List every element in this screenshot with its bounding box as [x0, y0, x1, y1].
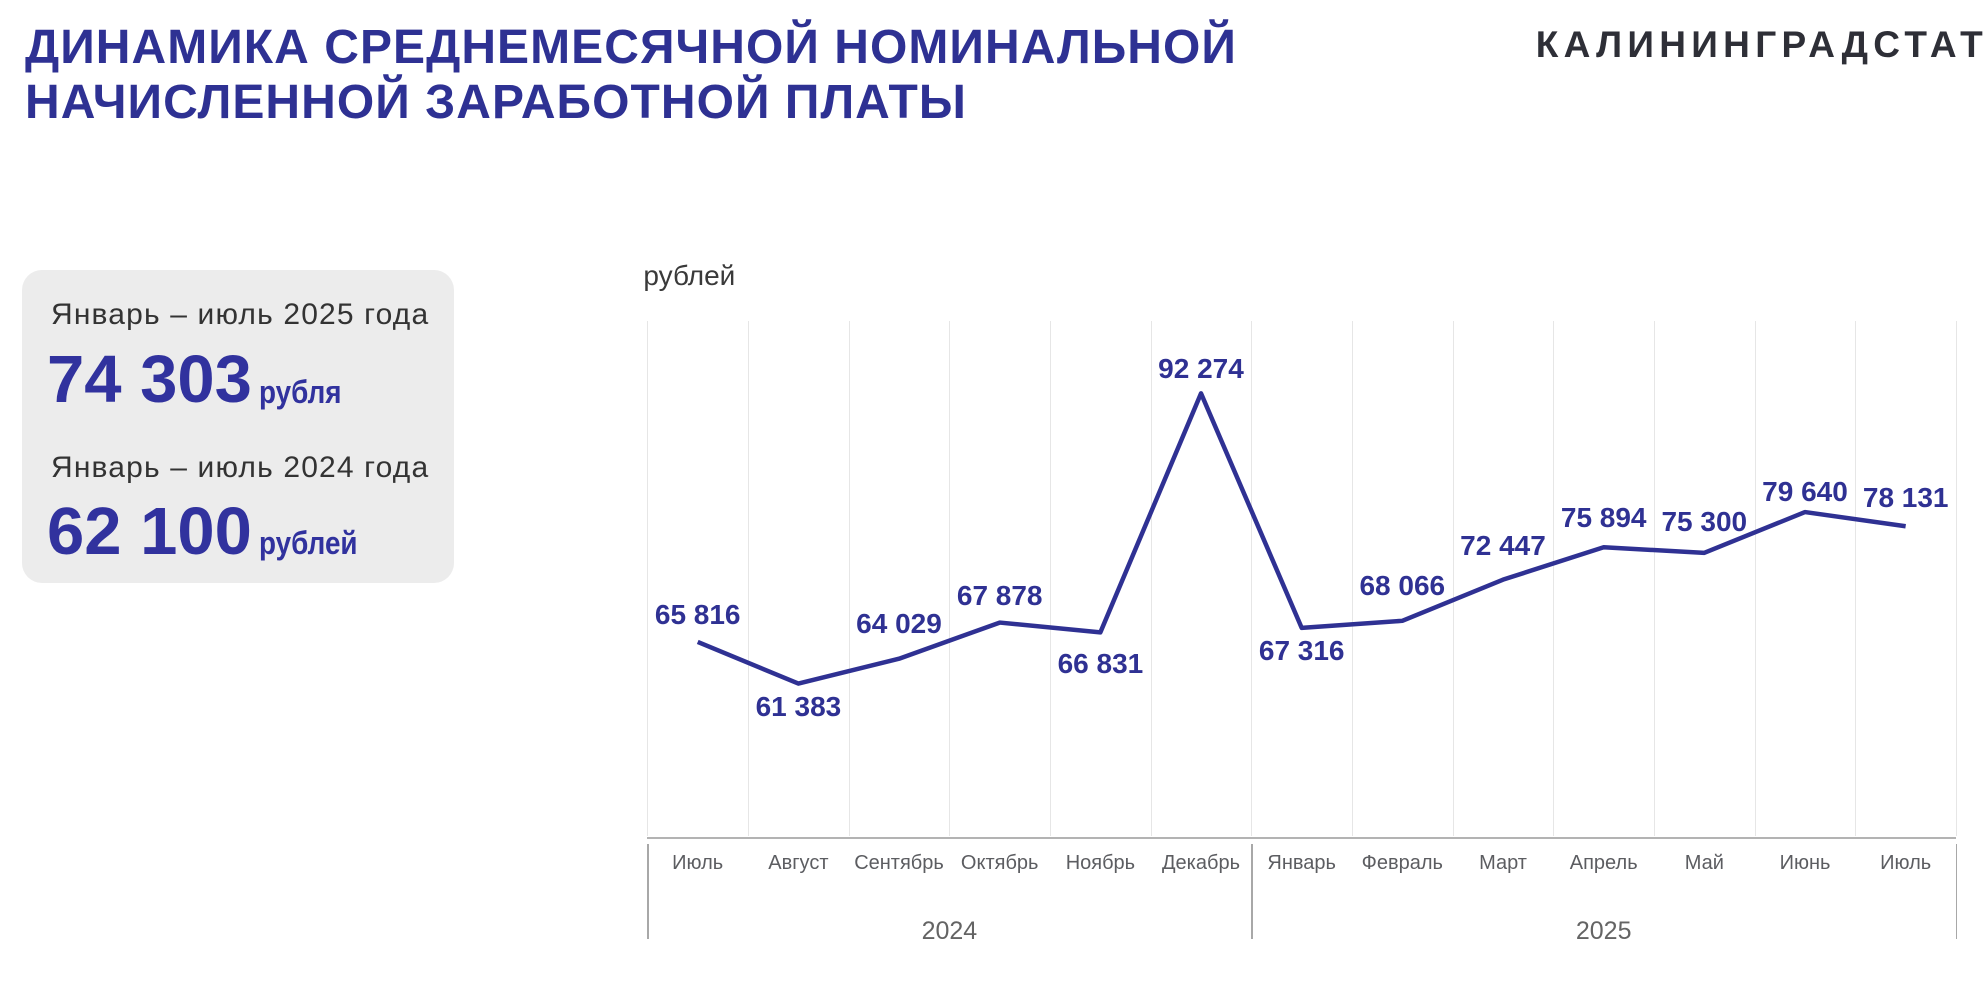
- period-2024-unit: рублей: [258, 525, 358, 562]
- data-point-label: 67 316: [1258, 634, 1345, 666]
- summary-card: [22, 270, 454, 583]
- y-axis-unit-label: рублей: [643, 260, 736, 292]
- gridline: [949, 320, 951, 837]
- gridline: [1553, 320, 1555, 837]
- month-label: Декабрь: [1162, 851, 1240, 874]
- gridline: [1150, 320, 1152, 837]
- data-point-label: 78 131: [1862, 482, 1949, 514]
- year-label: 2025: [1575, 916, 1632, 945]
- gridline: [1956, 320, 1957, 837]
- page-title-line1: ДИНАМИКА СРЕДНЕМЕСЯЧНОЙ НОМИНАЛЬНОЙ: [25, 21, 1237, 74]
- gridline: [848, 320, 850, 837]
- data-point-label: 64 029: [856, 607, 942, 639]
- gridline: [647, 320, 649, 837]
- data-point-label: 68 066: [1359, 569, 1446, 601]
- year-separator: [647, 843, 649, 939]
- month-label: Ноябрь: [1065, 851, 1136, 874]
- year-separator: [1956, 843, 1958, 939]
- gridline: [1050, 320, 1051, 837]
- month-label: Июнь: [1779, 851, 1831, 874]
- kaliningradstat-logo: КАЛИНИНГРАДСТАТ: [1535, 24, 1984, 65]
- data-point-label: 75 300: [1661, 506, 1748, 538]
- month-label: Март: [1479, 851, 1527, 874]
- month-label: Апрель: [1569, 851, 1638, 874]
- month-label: Январь: [1267, 851, 1336, 874]
- year-label: 2024: [921, 916, 978, 945]
- data-point-label: 65 816: [654, 599, 741, 631]
- gridline: [1452, 320, 1454, 837]
- data-point-label: 75 894: [1560, 502, 1647, 533]
- gridline: [1855, 320, 1857, 837]
- gridline: [1654, 320, 1655, 837]
- data-point-label: 66 831: [1057, 647, 1144, 679]
- year-separator: [1251, 843, 1253, 939]
- month-label: Июль: [1880, 851, 1932, 874]
- data-point-label: 79 640: [1762, 476, 1848, 508]
- gridline: [1754, 320, 1756, 837]
- data-point-label: 61 383: [755, 691, 842, 723]
- page-title: ДИНАМИКА СРЕДНЕМЕСЯЧНОЙ НОМИНАЛЬНОЙ НАЧИ…: [25, 20, 1237, 130]
- period-2024-label: Январь – июль 2024 года: [51, 450, 430, 484]
- period-2024-value: 62 100: [47, 493, 252, 569]
- period-2025-label: Январь – июль 2025 года: [51, 298, 430, 332]
- data-point-label: 92 274: [1158, 353, 1244, 385]
- month-label: Июль: [672, 851, 724, 874]
- period-2025-unit: рубля: [258, 374, 342, 411]
- page-title-line2: НАЧИСЛЕННОЙ ЗАРАБОТНОЙ ПЛАТЫ: [25, 76, 967, 129]
- period-2025-value: 74 303: [47, 342, 252, 417]
- data-point-label: 67 878: [956, 580, 1043, 612]
- gridline: [1352, 320, 1353, 837]
- data-point-label: 72 447: [1460, 530, 1546, 562]
- month-label: Сентябрь: [854, 851, 944, 874]
- month-label: Февраль: [1361, 851, 1443, 874]
- month-label: Август: [768, 851, 829, 874]
- month-label: Октябрь: [960, 851, 1039, 874]
- month-label: Май: [1684, 851, 1724, 874]
- gridline: [748, 320, 750, 837]
- x-axis-line: [647, 836, 1956, 839]
- gridline: [1251, 320, 1253, 837]
